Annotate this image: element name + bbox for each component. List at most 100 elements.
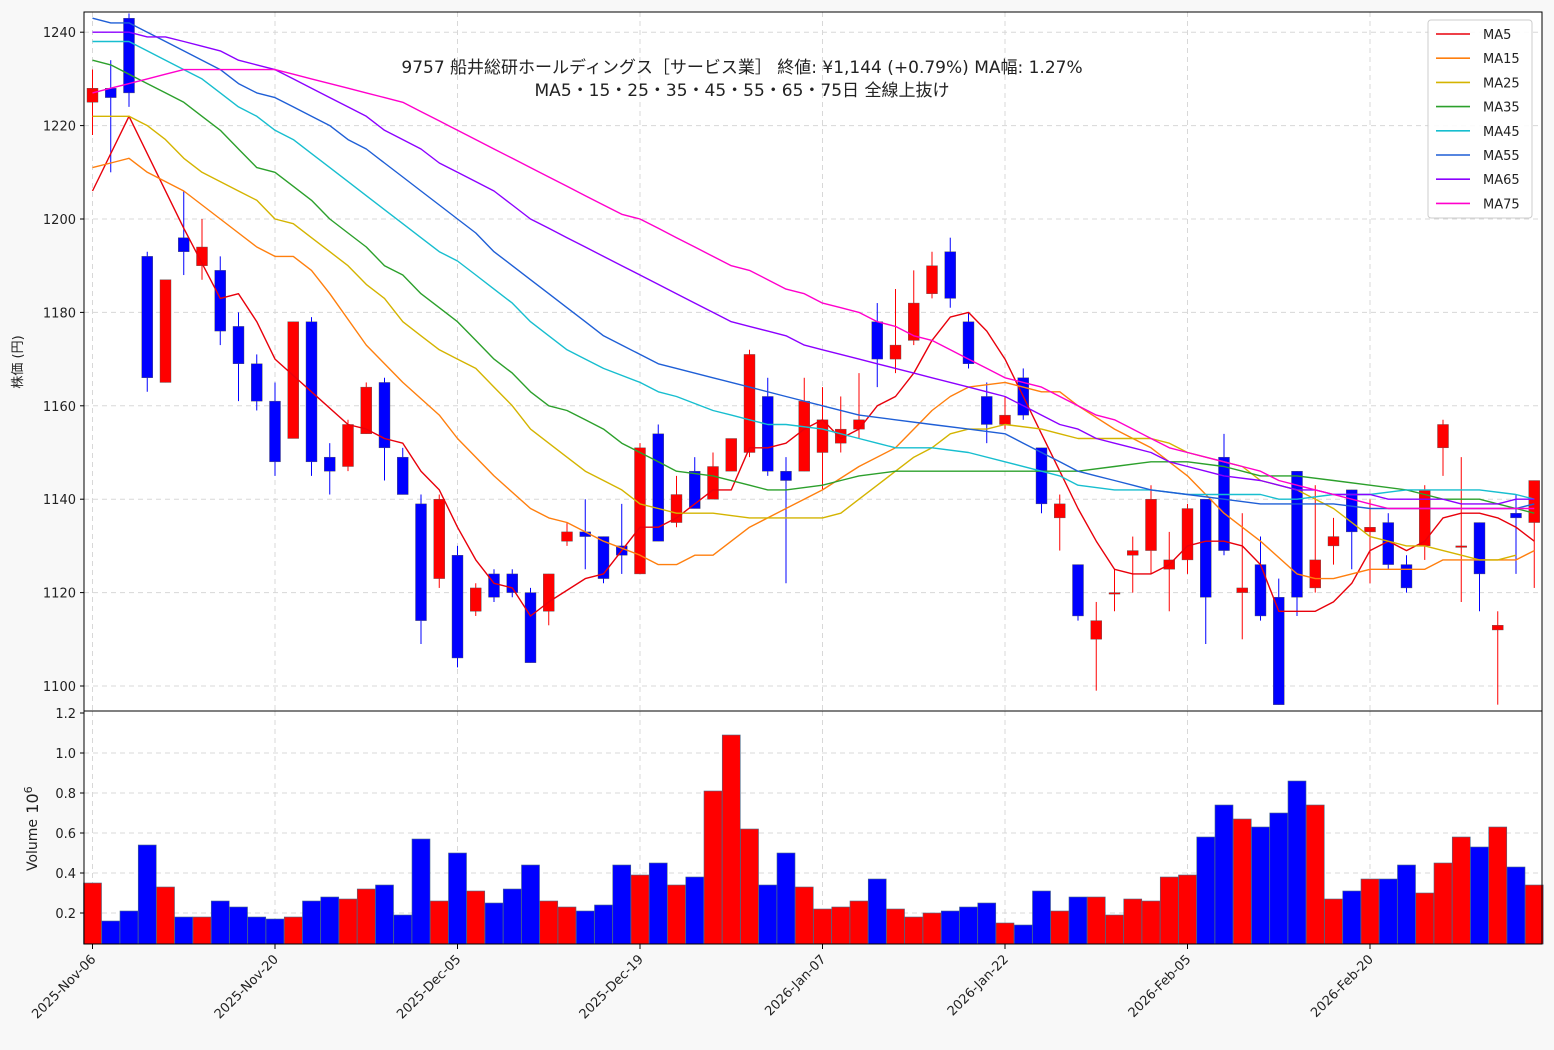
chart-subtitle: MA5・15・25・35・45・55・65・75日 全線上抜け	[535, 81, 950, 101]
volume-bar	[1123, 898, 1143, 945]
candle-body	[433, 499, 445, 579]
candle-body	[798, 400, 810, 472]
volume-bar	[375, 884, 394, 945]
candle	[725, 438, 737, 472]
candle	[269, 382, 281, 476]
candle	[597, 536, 610, 584]
candle	[926, 251, 938, 299]
candle	[524, 587, 537, 663]
candle-body	[743, 354, 756, 453]
volume-bar	[192, 916, 212, 945]
candle-body	[1236, 587, 1248, 593]
price-tick-label: 1160	[43, 400, 76, 415]
candle	[1273, 578, 1285, 705]
candle	[1127, 536, 1139, 593]
candle-body	[1108, 592, 1121, 595]
candle	[141, 251, 153, 392]
volume-bar	[667, 884, 686, 945]
candle	[287, 321, 299, 439]
candle-body	[1072, 564, 1084, 617]
volume-bar	[484, 902, 504, 945]
volume-bar	[1360, 878, 1380, 945]
volume-bar	[1141, 900, 1161, 945]
candle-body	[1254, 564, 1267, 617]
candle-body	[543, 573, 555, 612]
volume-bar	[794, 886, 814, 945]
grid-lines	[84, 12, 1542, 944]
volume-bar	[922, 912, 942, 945]
candle	[232, 312, 245, 402]
candle-body	[251, 363, 263, 402]
volume-bar	[137, 844, 157, 945]
candle-body	[908, 302, 920, 341]
candle-body	[1346, 489, 1358, 533]
price-tick-label: 1180	[43, 306, 76, 321]
volume-bar	[247, 916, 267, 945]
candle	[743, 349, 756, 458]
volume-bar	[1524, 884, 1544, 945]
legend: MA5 MA15 MA25 MA35 MA45 MA55 MA65 MA75	[1427, 19, 1533, 219]
volume-bar	[886, 908, 905, 945]
candle	[1054, 494, 1066, 551]
candle-body	[524, 592, 537, 663]
volume-bar	[703, 790, 723, 945]
volume-bars-layer	[83, 734, 1544, 945]
volume-bar	[283, 916, 303, 945]
volume-bar	[302, 900, 321, 945]
price-tick-label: 1100	[43, 680, 76, 695]
candle	[397, 447, 409, 495]
candle	[1327, 517, 1340, 565]
price-tick-label: 1140	[43, 493, 76, 508]
candle	[1291, 470, 1303, 616]
candle-body	[1145, 499, 1157, 551]
candles-layer	[86, 13, 1540, 705]
volume-tick-label: 1.0	[55, 747, 76, 762]
candle-body	[159, 279, 172, 383]
volume-bar	[101, 920, 121, 945]
candle	[1473, 522, 1486, 612]
volume-bar	[1159, 876, 1179, 945]
volume-bar	[1324, 898, 1343, 945]
candle-body	[415, 503, 427, 621]
candle-body	[123, 17, 135, 94]
candle-body	[1218, 456, 1230, 551]
candle-body	[378, 382, 391, 449]
candle-body	[269, 400, 281, 463]
volume-bar	[1196, 836, 1216, 945]
volume-bar	[1506, 866, 1526, 945]
ma-line-ma35	[92, 59, 1535, 514]
volume-bar	[1378, 878, 1398, 945]
volume-bar	[1232, 818, 1252, 945]
volume-bar	[575, 910, 595, 945]
volume-bar	[831, 906, 851, 945]
candle	[1400, 555, 1413, 593]
candle-body	[1364, 527, 1376, 533]
ma-line-ma75	[92, 68, 1535, 510]
candle-body	[1291, 470, 1303, 598]
volume-bar	[411, 838, 431, 945]
volume-axis-exponent: 6	[22, 786, 35, 793]
volume-bar	[1433, 862, 1453, 945]
volume-bar	[1470, 846, 1489, 945]
volume-bar	[1269, 812, 1289, 945]
candle	[1309, 485, 1321, 593]
candle	[196, 219, 208, 280]
candle-body	[1090, 620, 1102, 640]
candle	[378, 377, 391, 481]
volume-bar	[174, 916, 194, 945]
volume-bar	[1488, 826, 1508, 945]
candle	[360, 382, 372, 435]
candle	[506, 569, 518, 598]
ma-line-ma55	[92, 17, 1535, 510]
candle	[1072, 564, 1084, 621]
candle	[470, 583, 482, 616]
candle-body	[1492, 625, 1504, 631]
volume-bar	[1305, 804, 1325, 945]
legend-label: MA75	[1483, 197, 1520, 212]
legend-box	[1427, 19, 1533, 219]
candle	[123, 13, 135, 107]
candle-body	[178, 237, 190, 252]
candle-body	[1181, 508, 1194, 561]
candle-body	[1419, 489, 1431, 547]
volume-bar	[320, 896, 340, 945]
